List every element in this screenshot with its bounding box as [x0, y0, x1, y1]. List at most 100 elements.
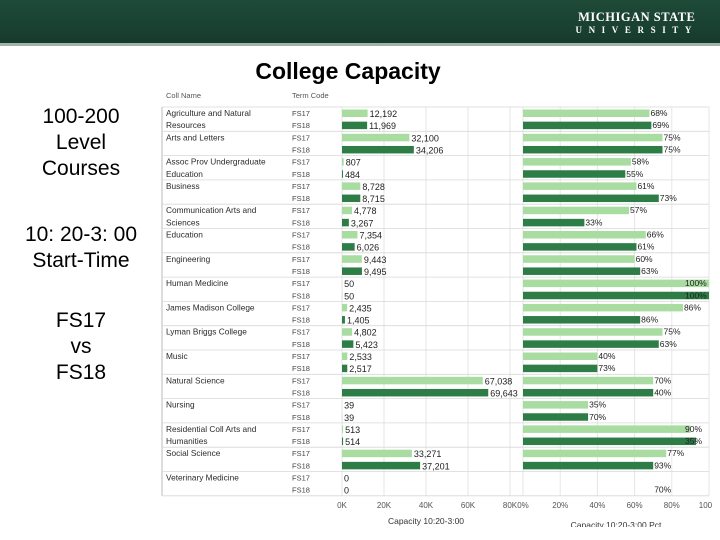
pct-bar	[523, 145, 663, 154]
term-code: FS18	[292, 413, 310, 422]
capacity-bar	[342, 267, 362, 275]
capacity-value-label: 1,405	[347, 316, 370, 326]
capacity-value-label: 6,026	[357, 243, 380, 253]
pct-value-label: 75%	[664, 132, 681, 142]
college-name: Education	[166, 169, 203, 179]
capacity-bar	[342, 109, 368, 117]
pct-bar	[523, 425, 691, 433]
capacity-tick-label: 80K	[503, 501, 518, 510]
capacity-bar	[342, 303, 348, 312]
capacity-bar	[342, 340, 354, 348]
term-code: FS18	[292, 145, 310, 154]
term-code: FS17	[292, 255, 310, 264]
capacity-value-label: 7,354	[359, 231, 382, 241]
pct-bar	[523, 121, 652, 130]
term-code: FS17	[292, 376, 310, 385]
term-code: FS17	[292, 279, 310, 288]
capacity-value-label: 514	[345, 437, 360, 447]
term-compare-line: FS18	[55, 361, 107, 384]
pct-value-label: 61%	[637, 242, 654, 252]
pct-value-label: 55%	[626, 169, 643, 179]
capacity-chart: Coll Name Term Code Agriculture and Natura…	[161, 91, 712, 527]
college-name: Lyman Briggs College	[166, 327, 247, 337]
capacity-value-label: 39	[344, 413, 354, 423]
college-name: Engineering	[166, 254, 211, 264]
pct-bar	[523, 109, 650, 117]
pct-bar	[523, 170, 626, 178]
capacity-bar	[342, 194, 361, 203]
college-name: Nursing	[166, 400, 195, 410]
start-time-line: Start-Time	[32, 249, 130, 272]
pct-value-label: 33%	[585, 217, 602, 227]
capacity-bar	[342, 328, 353, 336]
pct-value-label: 40%	[654, 387, 671, 397]
term-code: FS18	[292, 388, 310, 397]
pct-value-label: 68%	[650, 108, 667, 118]
term-code: FS17	[292, 231, 310, 240]
term-code: FS18	[292, 267, 310, 276]
pct-bar	[523, 218, 585, 227]
capacity-bar	[342, 352, 348, 360]
capacity-value-label: 33,271	[414, 449, 442, 459]
term-compare-line: FS17	[55, 309, 107, 332]
term-header: Term Code	[292, 91, 329, 100]
start-time-line: 10: 20-3: 00	[24, 223, 138, 246]
capacity-bar	[342, 206, 353, 215]
term-compare-text: FS17 vs FS18	[10, 308, 152, 386]
pct-value-label: 70%	[654, 485, 671, 495]
header-bar: MICHIGAN STATE UNIVERSITY	[0, 0, 720, 46]
slide-title: College Capacity	[255, 58, 441, 84]
capacity-value-label: 484	[345, 170, 360, 180]
term-code: FS17	[292, 401, 310, 410]
term-code: FS17	[292, 303, 310, 312]
pct-bar	[523, 133, 663, 142]
capacity-value-label: 8,728	[362, 182, 385, 192]
pct-bar	[523, 388, 654, 397]
pct-bar	[523, 376, 654, 385]
pct-bar	[523, 231, 646, 239]
logo-line2: UNIVERSITY	[575, 25, 698, 35]
capacity-bar	[342, 218, 349, 227]
term-code: FS18	[292, 218, 310, 227]
term-compare-line: vs	[70, 335, 92, 358]
capacity-value-label: 9,495	[364, 267, 387, 277]
term-code: FS17	[292, 182, 310, 191]
start-time-text: 10: 20-3: 00 Start-Time	[10, 222, 152, 274]
pct-bar	[523, 194, 659, 203]
college-name: James Madison College	[166, 302, 255, 312]
college-name: Arts and Letters	[166, 132, 225, 142]
term-code: FS18	[292, 243, 310, 252]
capacity-bar	[342, 425, 344, 433]
capacity-value-label: 37,201	[422, 461, 450, 471]
pct-value-label: 73%	[598, 363, 615, 373]
college-name: Human Medicine	[166, 278, 229, 288]
pct-value-label: 57%	[630, 205, 647, 215]
pct-value-label: 93%	[654, 460, 671, 470]
capacity-tick-label: 60K	[461, 501, 476, 510]
pct-value-label: 58%	[632, 157, 649, 167]
pct-value-label: 63%	[660, 339, 677, 349]
capacity-value-label: 2,533	[349, 352, 372, 362]
pct-tick-label: 60%	[627, 501, 643, 510]
pct-bar	[523, 461, 654, 470]
term-code: FS18	[292, 364, 310, 373]
pct-bar	[523, 279, 709, 288]
pct-bar	[523, 158, 631, 166]
college-name: Residential Coll Arts and	[166, 424, 257, 434]
term-code: FS18	[292, 194, 310, 203]
pct-tick-label: 20%	[552, 501, 568, 510]
pct-value-label: 35%	[685, 436, 702, 446]
pct-tick-label: 0%	[517, 501, 529, 510]
college-name: Sciences	[166, 217, 200, 227]
college-name: Music	[166, 351, 188, 361]
course-level-text: 100-200 Level Courses	[10, 104, 152, 182]
capacity-value-label: 807	[346, 158, 361, 168]
pct-value-label: 100%	[685, 290, 707, 300]
pct-bar	[523, 328, 663, 336]
capacity-value-label: 32,100	[411, 133, 439, 143]
capacity-axis-title: Capacity 10:20-3:00	[388, 516, 464, 526]
college-name: Assoc Prov Undergraduate	[166, 157, 266, 167]
pct-value-label: 90%	[685, 424, 702, 434]
pct-value-label: 69%	[652, 120, 669, 130]
pct-value-label: 100%	[685, 278, 707, 288]
